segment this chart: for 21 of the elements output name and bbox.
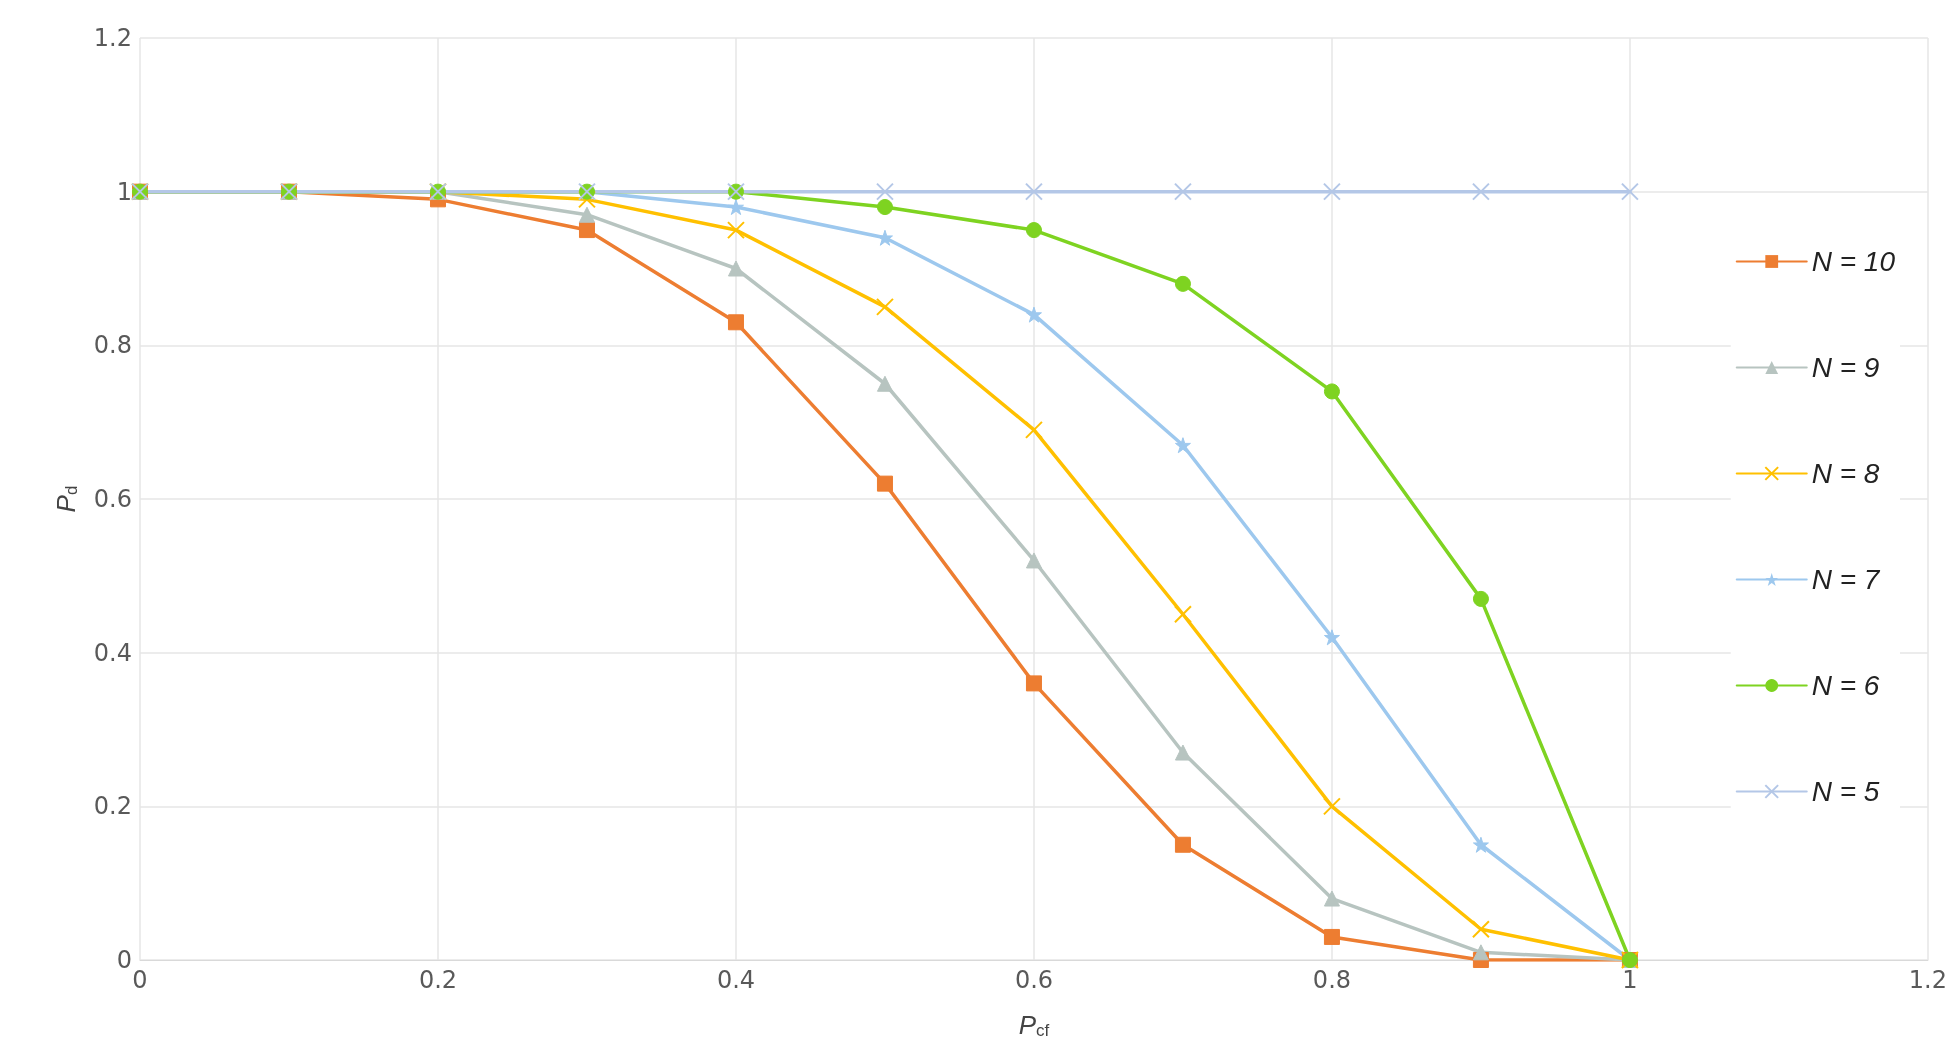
- y-tick-label: 0.4: [93, 638, 132, 667]
- x-tick-label: 0.4: [716, 966, 756, 994]
- legend-label: N = 5: [1811, 776, 1880, 807]
- x-tick-label: 1: [1622, 966, 1638, 994]
- x-tick-label: 0.8: [1312, 966, 1352, 994]
- y-tick-label: 0.8: [93, 331, 132, 360]
- legend-label: N = 8: [1811, 458, 1880, 489]
- x-axis-title: Pcf: [1018, 1009, 1050, 1040]
- x-tick-label: 1.2: [1908, 966, 1947, 994]
- legend-label: N = 7: [1811, 564, 1881, 595]
- y-tick-label: 0: [116, 946, 132, 974]
- y-axis-title: Pd: [50, 485, 81, 513]
- x-tick-label: 0.2: [418, 966, 458, 994]
- y-tick-label: 0.2: [93, 792, 132, 821]
- legend-label: N = 9: [1811, 352, 1880, 383]
- legend-label: N = 10: [1811, 246, 1896, 277]
- x-tick-label: 0.6: [1014, 966, 1054, 994]
- legend-label: N = 6: [1811, 670, 1880, 701]
- y-tick-label: 0.6: [93, 485, 132, 513]
- y-tick-label: 1.2: [93, 24, 132, 52]
- y-tick-label: 1: [116, 177, 132, 206]
